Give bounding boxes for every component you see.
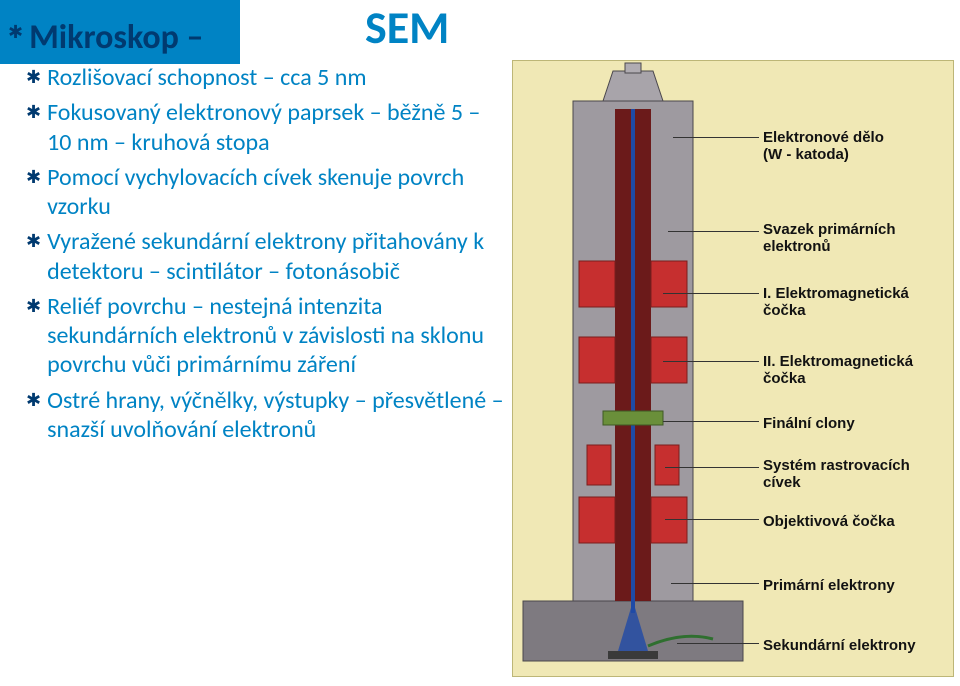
- sem-diagram: Elektronové dělo (W - katoda) Svazek pri…: [512, 60, 954, 677]
- bullet-item: ✱ Pomocí vychylovacích cívek skenuje pov…: [26, 163, 508, 222]
- asterisk-icon: ✱: [26, 67, 41, 89]
- bullet-item: ✱ Vyražené sekundární elektrony přitahov…: [26, 227, 508, 286]
- bullet-item-text: Ostré hrany, výčnělky, výstupky – přesvě…: [47, 386, 508, 445]
- bullet-item-text: Fokusovaný elektronový paprsek – běžně 5…: [47, 98, 508, 157]
- bullet-item-text: Pomocí vychylovacích cívek skenuje povrc…: [47, 163, 508, 222]
- leader-line: [673, 137, 759, 138]
- leader-line: [663, 293, 759, 294]
- leader-line: [663, 361, 759, 362]
- bullet-item-text: Vyražené sekundární elektrony přitahován…: [47, 227, 508, 286]
- diagram-label: Elektronové dělo (W - katoda): [763, 129, 884, 164]
- leader-line: [665, 467, 759, 468]
- diagram-label: I. Elektromagnetická čočka: [763, 285, 909, 320]
- bullet-item: ✱ Ostré hrany, výčnělky, výstupky – přes…: [26, 386, 508, 445]
- leader-line: [671, 583, 759, 584]
- asterisk-icon: ✱: [26, 390, 41, 412]
- bullet-item-text: Rozlišovací schopnost – cca 5 nm: [47, 63, 366, 92]
- diagram-label: Systém rastrovacích cívek: [763, 457, 910, 492]
- diagram-label: Objektivová čočka: [763, 513, 895, 530]
- diagram-label: Sekundární elektrony: [763, 637, 916, 654]
- asterisk-icon: ✱: [26, 167, 41, 189]
- bullet-main-text: Mikroskop –: [29, 18, 203, 57]
- diagram-label: II. Elektromagnetická čočka: [763, 353, 913, 388]
- diagram-label: Finální clony: [763, 415, 855, 432]
- bullet-item: ✱ Reliéf povrchu – nestejná intenzita se…: [26, 292, 508, 380]
- asterisk-icon: ✱: [26, 102, 41, 124]
- diagram-label: Svazek primárních elektronů: [763, 221, 896, 256]
- asterisk-icon: ✱: [8, 22, 23, 44]
- leader-line: [665, 519, 759, 520]
- asterisk-icon: ✱: [26, 296, 41, 318]
- bullet-item: ✱ Fokusovaný elektronový paprsek – běžně…: [26, 98, 508, 157]
- text-content: ✱ Mikroskop – ✱ Rozlišovací schopnost – …: [8, 18, 508, 450]
- asterisk-icon: ✱: [26, 231, 41, 253]
- bullet-main: ✱ Mikroskop –: [8, 18, 508, 57]
- diagram-label: Primární elektrony: [763, 577, 895, 594]
- bullet-item-text: Reliéf povrchu – nestejná intenzita seku…: [47, 292, 508, 380]
- leader-line: [663, 421, 759, 422]
- leader-line: [677, 643, 759, 644]
- leader-line: [668, 231, 759, 232]
- bullet-item: ✱ Rozlišovací schopnost – cca 5 nm: [26, 63, 508, 92]
